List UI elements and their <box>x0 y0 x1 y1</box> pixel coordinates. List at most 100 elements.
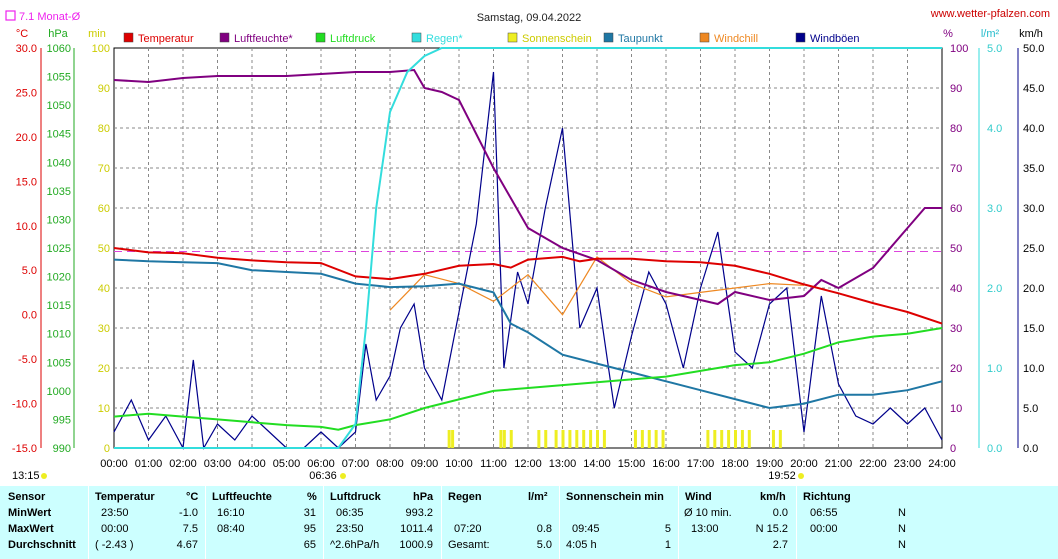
sunshine-bar <box>706 430 710 448</box>
cell: 06:55 <box>810 507 838 519</box>
rain-tick: 3.0 <box>987 203 1002 215</box>
hdr-temp: Temperatur <box>95 491 155 503</box>
sunshine-bar <box>561 430 565 448</box>
sunshine-bar <box>499 430 503 448</box>
sunshine-bar <box>647 430 651 448</box>
temp-tick: 15.0 <box>16 176 37 188</box>
time-tick: 15:00 <box>618 458 646 470</box>
min-tick: 90 <box>98 83 110 95</box>
cell: 08:40 <box>217 523 245 535</box>
sunset-icon <box>798 473 804 479</box>
cell: Gesamt: <box>448 539 490 551</box>
legend-label: Windchill <box>714 33 758 45</box>
sunshine-bar <box>537 430 541 448</box>
time-tick: 23:00 <box>894 458 922 470</box>
temp-tick: 5.0 <box>22 265 37 277</box>
time-tick: 22:00 <box>859 458 887 470</box>
sunshine-bar <box>502 430 506 448</box>
hdr-rain-unit: l/m² <box>528 491 548 503</box>
legend-label: Regen* <box>426 33 463 45</box>
wind-tick: 45.0 <box>1023 83 1044 95</box>
cell: 1 <box>664 539 671 551</box>
hpa-tick: 1025 <box>47 243 71 255</box>
cell: 1000.9 <box>399 539 433 551</box>
temp-tick: 20.0 <box>16 132 37 144</box>
percent-tick: 50 <box>950 243 962 255</box>
chart-title: Samstag, 09.04.2022 <box>477 12 582 24</box>
percent-tick: 100 <box>950 43 968 55</box>
cell: 993.2 <box>405 507 433 519</box>
time-tick: 00:00 <box>100 458 128 470</box>
time-tick: 10:00 <box>445 458 473 470</box>
min-tick: 60 <box>98 203 110 215</box>
hdr-humidity: Luftfeuchte <box>212 491 272 503</box>
wind-tick: 25.0 <box>1023 243 1044 255</box>
legend-label: Taupunkt <box>618 33 663 45</box>
hpa-tick: 1060 <box>47 43 71 55</box>
sunshine-bar <box>640 430 644 448</box>
wind-tick: 35.0 <box>1023 163 1044 175</box>
hdr-direction: Richtung <box>803 491 851 503</box>
percent-tick: 80 <box>950 123 962 135</box>
hpa-tick: 1005 <box>47 357 71 369</box>
cell: N 15.2 <box>755 523 788 535</box>
cell: 23:50 <box>101 507 129 519</box>
time-tick: 20:00 <box>790 458 818 470</box>
time-tick: 19:00 <box>756 458 784 470</box>
temp-tick: 0.0 <box>22 310 37 322</box>
hpa-tick: 1010 <box>47 329 71 341</box>
cell: 5.0 <box>536 539 552 551</box>
daylength: 13:15 <box>12 470 40 482</box>
cell: 00:00 <box>810 523 838 535</box>
sunshine-bar <box>582 430 586 448</box>
sunshine-bar <box>778 430 782 448</box>
weather-chart: Samstag, 09.04.2022 www.wetter-pfalzen.co… <box>5 8 1050 482</box>
cell: 09:45 <box>572 523 600 535</box>
cell: 4:05 h <box>566 539 597 551</box>
legend-label: Sonnenschein <box>522 33 592 45</box>
hpa-tick: 995 <box>53 414 71 426</box>
row-label: Durchschnitt <box>8 539 76 551</box>
sunshine-bar <box>568 430 572 448</box>
time-tick: 21:00 <box>825 458 853 470</box>
hdr-pressure: Luftdruck <box>330 491 381 503</box>
hdr-humidity-unit: % <box>307 491 317 503</box>
series-line-temperatur <box>113 247 943 325</box>
sunshine-bar <box>575 430 579 448</box>
hpa-tick: 1015 <box>47 300 71 312</box>
summary-row-min: MinWert 23:50 -1.0 16:10 31 06:35 993.2 … <box>0 507 1058 522</box>
min-tick: 10 <box>98 403 110 415</box>
legend-swatch <box>699 32 710 43</box>
cell: 5 <box>664 523 671 535</box>
legend-swatch <box>219 32 230 43</box>
legend-swatch <box>315 32 326 43</box>
sunshine-bar <box>727 430 731 448</box>
min-tick: 80 <box>98 123 110 135</box>
time-tick: 13:00 <box>549 458 577 470</box>
cell: 13:00 <box>691 523 719 535</box>
cell: Ø 10 min. <box>684 507 732 519</box>
cell: 1011.4 <box>400 523 433 535</box>
cell: 0.0 <box>772 507 788 519</box>
hpa-tick: 1035 <box>47 186 71 198</box>
series-line-luftfeuchte <box>113 68 942 306</box>
time-tick: 05:00 <box>273 458 301 470</box>
hpa-tick: 1020 <box>47 272 71 284</box>
sunshine-bar <box>544 430 548 448</box>
sunshine-bar <box>734 430 737 448</box>
summary-row-max: MaxWert 00:00 7.5 08:40 95 23:50 1011.4 … <box>0 523 1058 538</box>
sunshine-bar <box>771 430 775 448</box>
min-tick: 70 <box>98 163 110 175</box>
cell: ( -2.43 ) <box>95 539 134 551</box>
rain-tick: 4.0 <box>987 123 1002 135</box>
legend-label: Windböen <box>810 33 860 45</box>
series-line-taupunkt <box>113 258 943 410</box>
sunshine-bar <box>451 430 455 448</box>
cell: 65 <box>303 539 316 551</box>
hdr-wind-unit: km/h <box>760 491 786 503</box>
series-line-windben <box>113 71 943 450</box>
legend-swatch <box>795 32 806 43</box>
sunshine-bar <box>740 430 744 448</box>
temp-tick: 10.0 <box>16 221 37 233</box>
cell: N <box>898 539 906 551</box>
